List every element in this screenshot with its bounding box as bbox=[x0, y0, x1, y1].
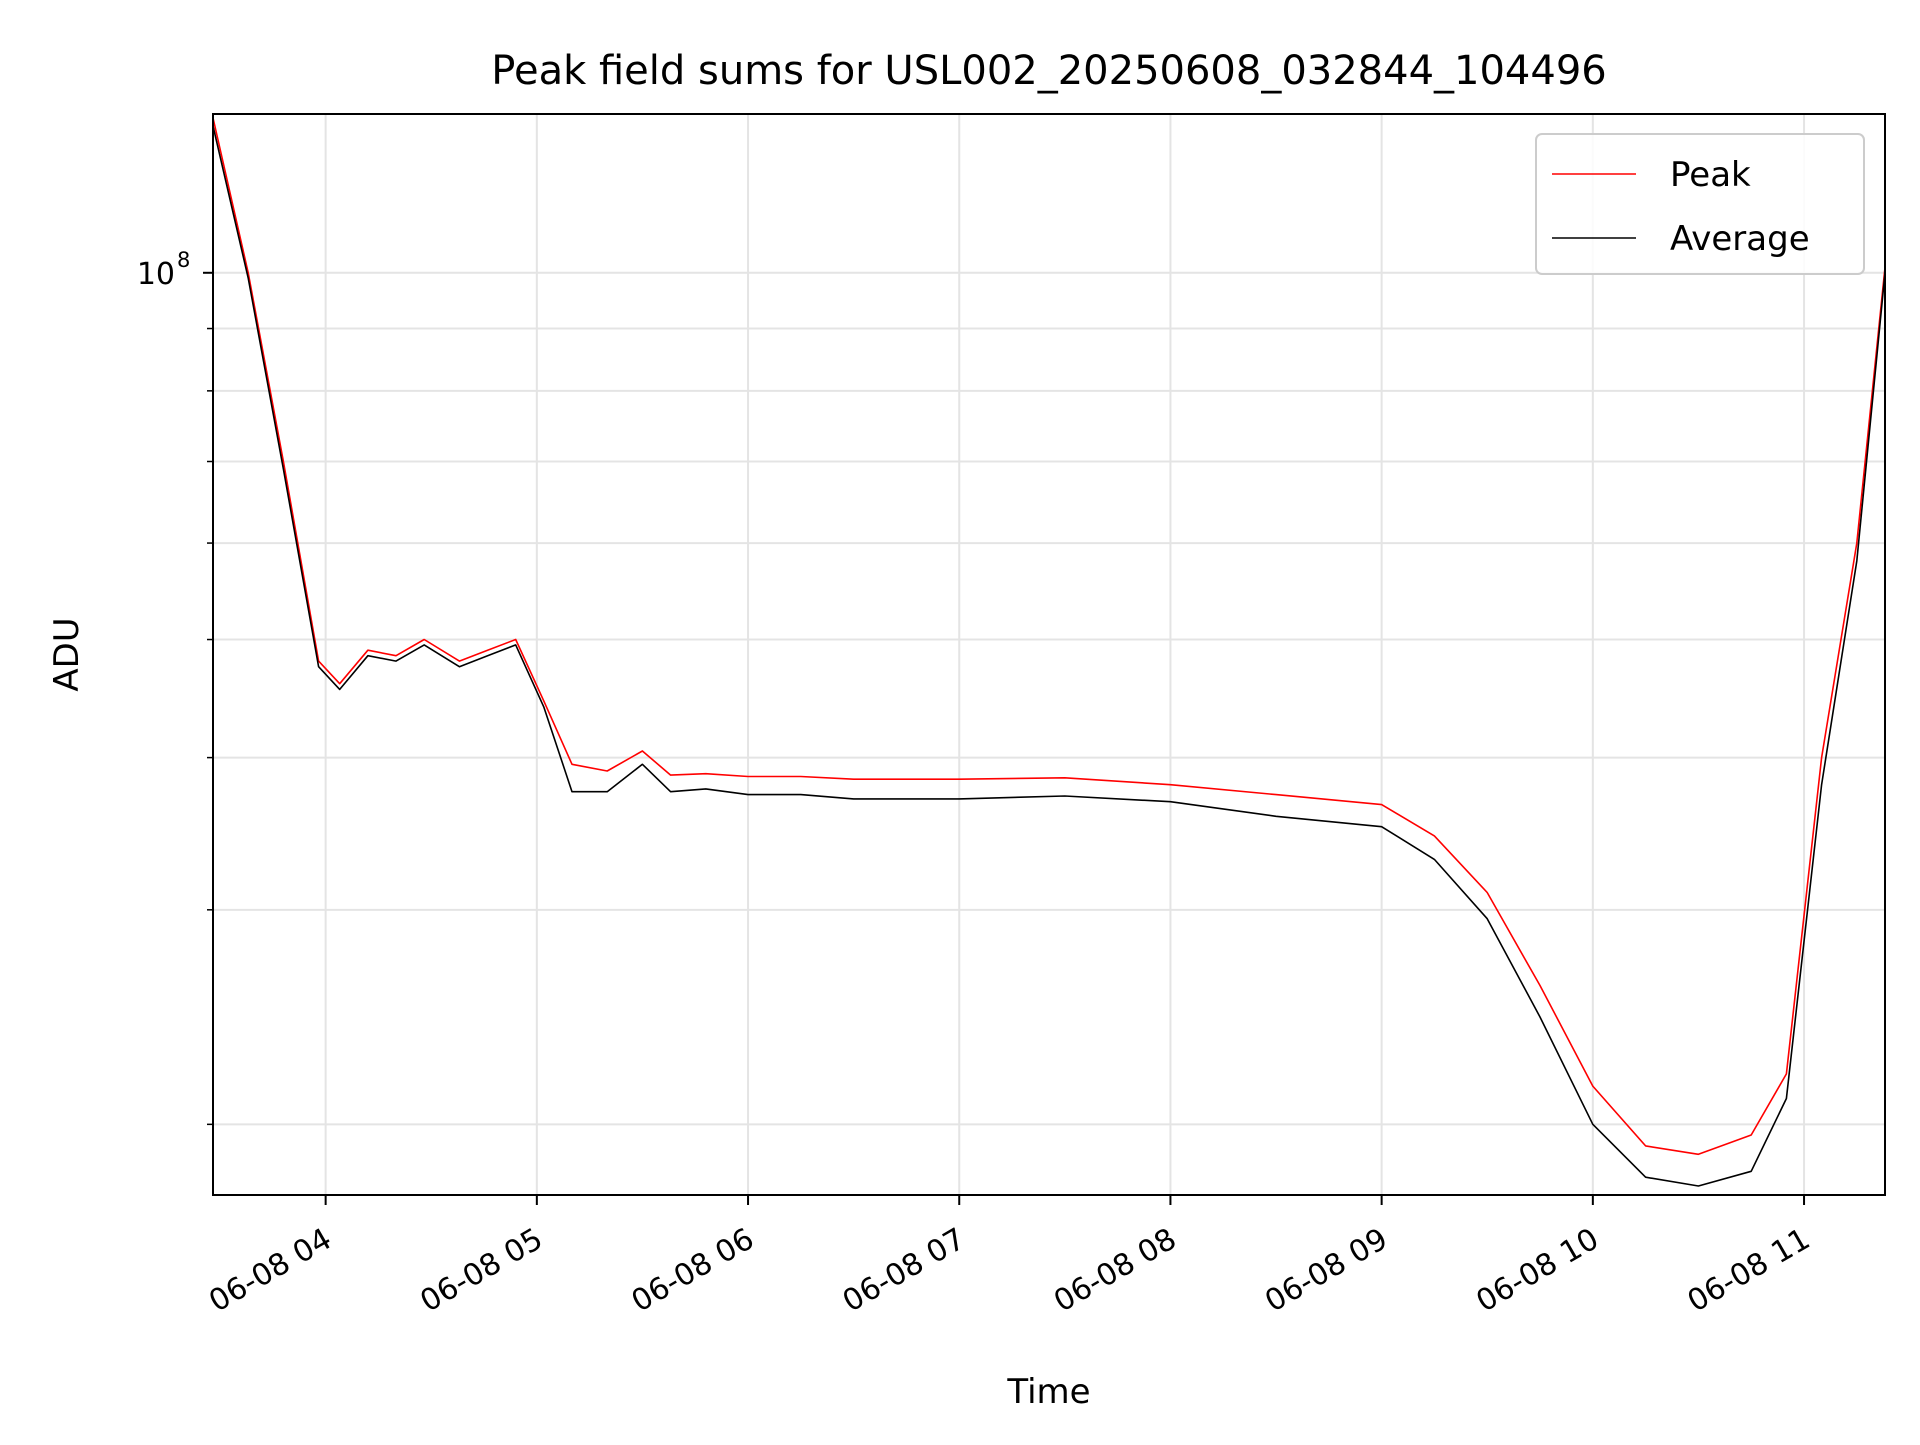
grid-lines bbox=[213, 114, 1885, 1195]
y-tick-label-exponent: 8 bbox=[177, 248, 190, 272]
series-line-average bbox=[212, 125, 1886, 1187]
legend: Peak Average bbox=[1535, 133, 1865, 275]
y-tick-label-base: 10 bbox=[137, 257, 175, 292]
chart-title: Peak field sums for USL002_20250608_0328… bbox=[491, 48, 1606, 94]
x-axis-label: Time bbox=[1006, 1372, 1090, 1412]
legend-box bbox=[1535, 133, 1865, 275]
legend-label-peak: Peak bbox=[1670, 155, 1751, 195]
series-line-peak bbox=[212, 117, 1886, 1156]
y-axis-label: ADU bbox=[47, 617, 87, 691]
series-lines bbox=[212, 117, 1886, 1187]
legend-label-average: Average bbox=[1670, 219, 1810, 259]
plot-frame bbox=[212, 113, 1886, 1196]
